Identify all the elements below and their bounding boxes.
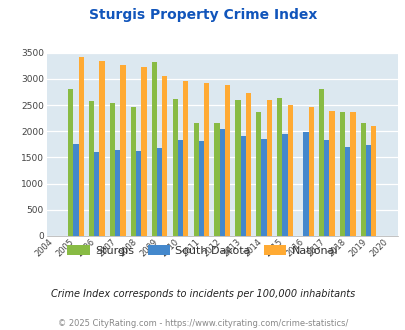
Bar <box>157 148 162 236</box>
Bar <box>115 150 120 236</box>
Bar <box>287 105 292 236</box>
Text: © 2025 CityRating.com - https://www.cityrating.com/crime-statistics/: © 2025 CityRating.com - https://www.city… <box>58 319 347 328</box>
Bar <box>303 132 308 236</box>
Bar <box>256 112 261 236</box>
Bar <box>219 129 224 236</box>
Bar <box>162 76 167 236</box>
Bar <box>235 100 240 236</box>
Bar <box>344 147 350 236</box>
Bar <box>94 152 99 236</box>
Bar <box>245 93 250 236</box>
Bar <box>370 126 375 236</box>
Bar <box>318 89 324 236</box>
Bar <box>328 112 334 236</box>
Bar <box>136 151 141 236</box>
Legend: Sturgis, South Dakota, National: Sturgis, South Dakota, National <box>63 241 342 260</box>
Bar <box>277 98 282 236</box>
Bar <box>203 82 209 236</box>
Bar <box>89 101 94 236</box>
Bar <box>183 81 188 236</box>
Bar <box>350 113 355 236</box>
Bar <box>339 112 344 236</box>
Bar <box>79 57 83 236</box>
Bar <box>73 145 79 236</box>
Bar <box>214 123 219 236</box>
Bar <box>360 123 365 236</box>
Bar <box>308 107 313 236</box>
Text: Sturgis Property Crime Index: Sturgis Property Crime Index <box>89 8 316 22</box>
Bar <box>177 140 183 236</box>
Bar <box>266 100 271 236</box>
Bar <box>240 136 245 236</box>
Bar <box>261 139 266 236</box>
Bar <box>110 103 115 236</box>
Text: Crime Index corresponds to incidents per 100,000 inhabitants: Crime Index corresponds to incidents per… <box>51 289 354 299</box>
Bar <box>172 99 177 236</box>
Bar <box>120 65 125 236</box>
Bar <box>198 141 203 236</box>
Bar <box>324 140 328 236</box>
Bar <box>365 145 370 236</box>
Bar <box>99 61 104 236</box>
Bar <box>130 107 136 236</box>
Bar <box>151 62 157 236</box>
Bar <box>224 85 230 236</box>
Bar <box>193 123 198 236</box>
Bar <box>68 89 73 236</box>
Bar <box>141 67 146 236</box>
Bar <box>282 134 287 236</box>
